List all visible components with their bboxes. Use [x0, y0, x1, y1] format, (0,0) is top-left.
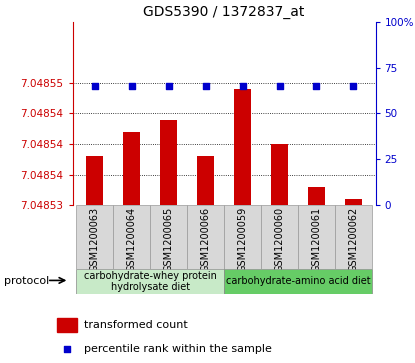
Bar	[298, 205, 335, 269]
Bar	[113, 205, 150, 269]
Bar	[56, 318, 77, 332]
Title: GDS5390 / 1372837_at: GDS5390 / 1372837_at	[144, 5, 305, 19]
Text: transformed count: transformed count	[84, 320, 188, 330]
Bar	[123, 132, 140, 205]
Bar	[335, 205, 372, 269]
Bar	[76, 269, 224, 294]
Bar	[261, 205, 298, 269]
Bar	[76, 205, 113, 269]
Point	[91, 83, 98, 89]
Point	[313, 83, 320, 89]
Text: GSM1200063: GSM1200063	[90, 207, 100, 272]
Text: GSM1200065: GSM1200065	[164, 207, 174, 272]
Text: GSM1200064: GSM1200064	[127, 207, 137, 272]
Bar	[308, 187, 325, 205]
Text: protocol: protocol	[4, 276, 49, 286]
Bar	[224, 269, 372, 294]
Bar	[271, 144, 288, 205]
Text: GSM1200060: GSM1200060	[274, 207, 285, 272]
Text: GSM1200061: GSM1200061	[312, 207, 322, 272]
Point	[202, 83, 209, 89]
Point	[350, 83, 357, 89]
Bar	[234, 89, 251, 205]
Point	[239, 83, 246, 89]
Text: GSM1200066: GSM1200066	[200, 207, 211, 272]
Text: GSM1200059: GSM1200059	[237, 207, 248, 272]
Text: carbohydrate-whey protein
hydrolysate diet: carbohydrate-whey protein hydrolysate di…	[84, 270, 217, 292]
Text: percentile rank within the sample: percentile rank within the sample	[84, 343, 272, 354]
Bar	[150, 205, 187, 269]
Text: carbohydrate-amino acid diet: carbohydrate-amino acid diet	[226, 276, 370, 286]
Bar	[86, 156, 103, 205]
Point	[63, 346, 70, 351]
Bar	[345, 199, 362, 205]
Point	[276, 83, 283, 89]
Bar	[187, 205, 224, 269]
Point	[165, 83, 172, 89]
Point	[128, 83, 135, 89]
Text: GSM1200062: GSM1200062	[349, 207, 359, 272]
Bar	[224, 205, 261, 269]
Bar	[160, 119, 177, 205]
Bar	[197, 156, 214, 205]
